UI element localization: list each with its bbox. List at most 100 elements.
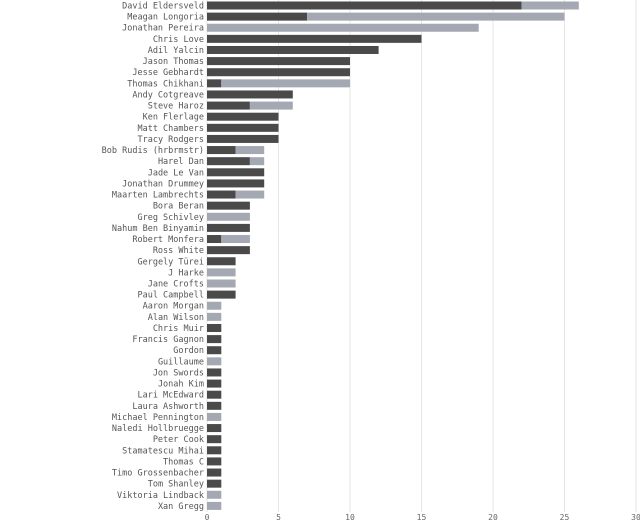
bar-dark-segment: [207, 45, 379, 54]
category-label: Xan Gregg: [158, 502, 204, 512]
bar-light-segment: [207, 212, 250, 221]
bar-light-segment: [207, 412, 222, 421]
bar-dark-segment: [207, 446, 222, 455]
x-tick-label: 0: [205, 513, 210, 522]
category-label: Chris Love: [153, 35, 204, 45]
bar-light-segment: [207, 301, 222, 310]
bar-dark-segment: [207, 1, 522, 10]
bar-dark-segment: [207, 134, 279, 143]
bar-dark-segment: [207, 468, 222, 477]
category-label: Meagan Longoria: [127, 13, 204, 23]
bar-dark-segment: [207, 68, 350, 77]
bar-dark-segment: [207, 12, 308, 21]
category-label: Jason Thomas: [143, 57, 204, 67]
x-tick-label: 15: [417, 513, 427, 522]
bar-light-segment: [207, 490, 222, 499]
bar-dark-segment: [207, 223, 250, 232]
bar-light-segment: [207, 501, 222, 510]
bar-dark-segment: [207, 257, 236, 266]
category-label: Paul Campbell: [137, 291, 204, 301]
bar-dark-segment: [207, 479, 222, 488]
bar-dark-segment: [207, 179, 265, 188]
bar-light-segment: [235, 190, 265, 199]
bar-dark-segment: [207, 368, 222, 377]
bar-dark-segment: [207, 101, 250, 110]
x-tick-label: 20: [488, 513, 498, 522]
bar-light-segment: [221, 79, 350, 88]
bar-light-segment: [249, 157, 265, 166]
bar-dark-segment: [207, 323, 222, 332]
bar-light-segment: [221, 235, 250, 244]
category-label: Viktoria Lindback: [117, 491, 204, 501]
category-label: Michael Pennington: [112, 413, 204, 423]
category-label: Tracy Rodgers: [137, 135, 204, 145]
bar-light-segment: [207, 23, 479, 32]
category-label: Steve Haroz: [148, 102, 204, 112]
bar-light-segment: [207, 357, 222, 366]
category-label: Jane Crofts: [148, 280, 204, 290]
category-label: Tom Shanley: [148, 480, 204, 490]
bar-dark-segment: [207, 79, 222, 88]
bar-dark-segment: [207, 346, 222, 355]
category-label: Jon Swords: [153, 368, 204, 378]
bar-dark-segment: [207, 57, 350, 66]
bar-dark-segment: [207, 290, 236, 299]
category-label: Ross White: [153, 246, 204, 256]
bar-dark-segment: [207, 157, 250, 166]
bar-light-segment: [207, 268, 236, 277]
category-label: Alan Wilson: [148, 313, 204, 323]
category-label: Jonah Kim: [158, 380, 204, 390]
category-label: Thomas C: [163, 457, 204, 467]
grid-lines: [206, 0, 637, 512]
category-label: Chris Muir: [153, 324, 204, 334]
category-label: Naledi Hollbruegge: [112, 424, 204, 434]
category-label: Gergely Türei: [137, 257, 204, 267]
category-label: Ken Flerlage: [143, 113, 204, 123]
bar-light-segment: [249, 101, 293, 110]
category-label: Andy Cotgreave: [132, 90, 204, 100]
category-label: Jesse Gebhardt: [132, 68, 204, 78]
category-label: Guillaume: [158, 357, 204, 367]
bar-dark-segment: [207, 201, 250, 210]
bar-light-segment: [207, 279, 236, 288]
bar-dark-segment: [207, 246, 250, 255]
category-label: David Eldersveld: [122, 2, 204, 12]
category-label: Bob Rudis (hrbrmstr): [102, 146, 204, 156]
bar-dark-segment: [207, 435, 222, 444]
category-label: Greg Schivley: [137, 213, 204, 223]
x-tick-label: 30: [631, 513, 640, 522]
bar-light-segment: [235, 146, 265, 155]
bar-dark-segment: [207, 34, 422, 43]
category-label: Laura Ashworth: [132, 402, 204, 412]
bar-dark-segment: [207, 190, 236, 199]
x-axis-ticks: 0 5 10 15 20 25 30: [205, 513, 640, 522]
category-label: Gordon: [173, 346, 204, 356]
bar-dark-segment: [207, 379, 222, 388]
category-label: Bora Beran: [153, 202, 204, 212]
category-label: Nahum Ben Binyamin: [112, 224, 204, 234]
category-label: Timo Grossenbacher: [112, 469, 204, 479]
bar-dark-segment: [207, 335, 222, 344]
category-label: Aaron Morgan: [143, 302, 204, 312]
category-label: Jonathan Drummey: [122, 179, 204, 189]
bar-dark-segment: [207, 90, 293, 99]
category-label: Matt Chambers: [137, 124, 204, 134]
category-label: Adil Yalcin: [148, 46, 204, 56]
category-label: Thomas Chikhani: [127, 79, 204, 89]
bar-dark-segment: [207, 112, 279, 121]
bar-dark-segment: [207, 390, 222, 399]
bar-dark-segment: [207, 235, 222, 244]
bar-dark-segment: [207, 401, 222, 410]
category-label: Maarten Lambrechts: [112, 191, 204, 201]
category-label: Francis Gagnon: [132, 335, 204, 345]
category-label: Harel Dan: [158, 157, 204, 167]
bar-dark-segment: [207, 168, 265, 177]
category-label: Lari McEdward: [137, 391, 204, 401]
bar-light-segment: [207, 312, 222, 321]
bar-dark-segment: [207, 146, 236, 155]
bar-dark-segment: [207, 457, 222, 466]
category-label: Jonathan Pereira: [122, 24, 204, 34]
category-label: Jade Le Van: [148, 168, 204, 178]
